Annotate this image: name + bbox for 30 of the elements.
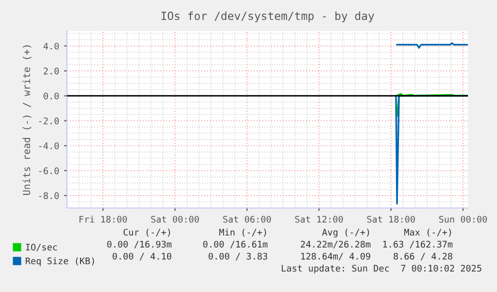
legend-label: Req Size (KB) <box>26 257 94 266</box>
x-tick-label: Sun 00:00 <box>439 216 487 223</box>
text: 0.00 /16.93m <box>107 240 172 248</box>
y-tick-label: -2.0 <box>39 118 59 124</box>
text: 1.63 /162.37m <box>383 240 452 248</box>
text: Last update: Sun Dec 7 00:10:02 2025 <box>282 264 482 274</box>
x-tick-label: Sat 06:00 <box>223 216 271 223</box>
y-tick-label: 2.0 <box>44 68 59 74</box>
x-tick-label: Sat 00:00 <box>151 216 199 223</box>
text: Max (-/+) <box>404 228 451 237</box>
y-tick-label: 4.0 <box>44 42 59 50</box>
y-axis-title: Units read (-) / write (+) <box>22 45 32 195</box>
chart-title: IOs for /dev/system/tmp - by day <box>162 11 374 22</box>
text: Cur (-/+) <box>124 228 170 237</box>
y-tick-label: -6.0 <box>39 167 59 174</box>
text: Avg (-/+) <box>322 228 369 238</box>
text: 0.00 / 4.10 <box>112 252 172 260</box>
legend-label: IO/sec <box>26 244 58 252</box>
text: 24.22m/26.28m <box>300 240 370 248</box>
text: 0.00 / 3.83 <box>208 252 268 260</box>
x-tick-label: Fri 18:00 <box>80 216 127 223</box>
y-tick-label: 0.0 <box>44 92 59 100</box>
x-tick-label: Sat 18:00 <box>367 216 415 223</box>
y-tick-label: -4.0 <box>39 142 59 150</box>
text: 0.00 /16.61m <box>203 240 268 248</box>
text: 8.66 / 4.28 <box>394 252 452 260</box>
text: 128.64m/ 4.09 <box>301 252 370 260</box>
x-tick-label: Sat 12:00 <box>295 216 343 223</box>
y-tick-label: -8.0 <box>39 192 59 200</box>
text: Min (-/+) <box>219 228 266 237</box>
